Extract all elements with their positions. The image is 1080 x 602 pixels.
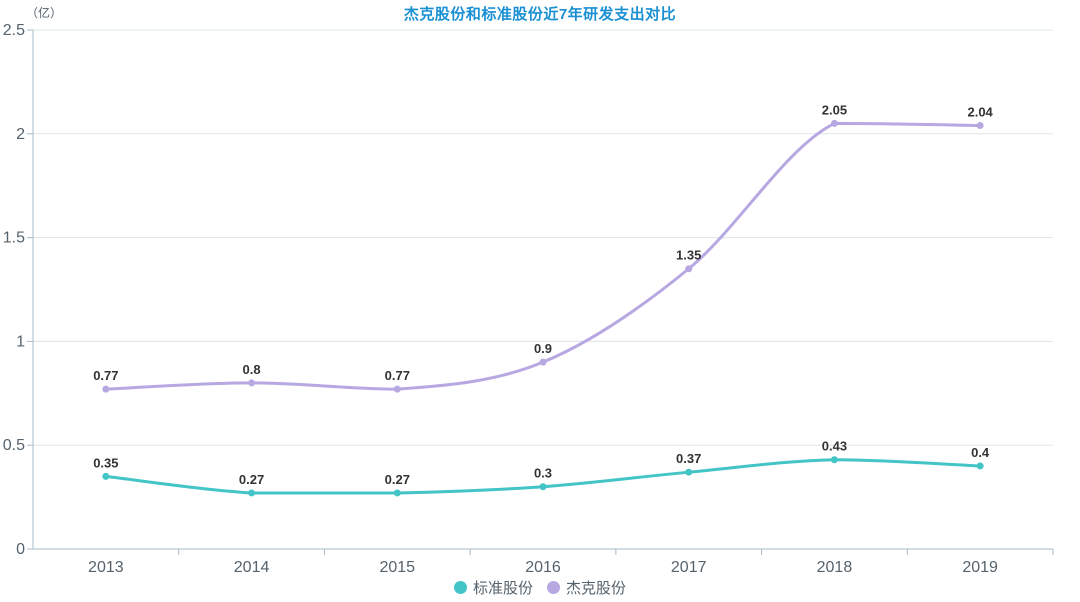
- y-axis-tick-label: 1.5: [3, 230, 25, 247]
- data-point-label: 0.43: [822, 439, 847, 454]
- data-point[interactable]: [539, 483, 547, 491]
- x-axis-tick-label: 2015: [379, 559, 415, 576]
- data-point[interactable]: [685, 468, 693, 476]
- y-axis-tick-label: 0.5: [3, 437, 25, 454]
- x-axis-tick-label: 2018: [817, 559, 853, 576]
- legend-marker-icon: [547, 581, 560, 594]
- data-point-label: 0.77: [93, 368, 118, 383]
- data-point[interactable]: [102, 385, 110, 393]
- data-point[interactable]: [830, 119, 838, 127]
- y-axis-tick-label: 1: [16, 333, 25, 350]
- y-axis-tick-label: 2: [16, 126, 25, 143]
- data-point-label: 2.04: [967, 104, 993, 119]
- data-point[interactable]: [539, 358, 547, 366]
- data-point[interactable]: [393, 385, 401, 393]
- chart-title: 杰克股份和标准股份近7年研发支出对比: [403, 6, 677, 23]
- legend-item-0[interactable]: 标准股份: [453, 577, 533, 598]
- data-point-label: 0.37: [676, 451, 701, 466]
- x-axis-tick-label: 2013: [88, 559, 124, 576]
- legend-item-1[interactable]: 杰克股份: [547, 577, 626, 598]
- data-point-label: 0.35: [93, 455, 118, 470]
- y-axis-tick-label: 2.5: [3, 22, 25, 39]
- data-point[interactable]: [248, 489, 256, 497]
- x-axis-tick-label: 2016: [525, 559, 561, 576]
- data-point-label: 0.3: [534, 466, 552, 481]
- x-axis-tick-label: 2017: [671, 559, 707, 576]
- data-point-label: 0.27: [239, 472, 264, 487]
- data-point-label: 1.35: [676, 248, 701, 263]
- y-axis-unit-label: （亿）: [26, 6, 63, 20]
- data-point-label: 0.4: [971, 445, 990, 460]
- data-point[interactable]: [102, 472, 110, 480]
- data-point[interactable]: [976, 121, 984, 129]
- data-point-label: 0.8: [243, 362, 261, 377]
- data-point[interactable]: [248, 379, 256, 387]
- data-point[interactable]: [830, 456, 838, 464]
- legend-label: 标准股份: [472, 580, 533, 597]
- data-point-label: 2.05: [822, 102, 847, 117]
- data-point-label: 0.9: [534, 341, 552, 356]
- legend-label: 杰克股份: [566, 580, 627, 597]
- data-point[interactable]: [976, 462, 984, 470]
- legend-marker-icon: [453, 581, 467, 594]
- chart-legend: 标准股份 杰克股份: [0, 577, 1080, 598]
- x-axis-tick-label: 2019: [962, 559, 998, 576]
- data-point-label: 0.77: [385, 368, 410, 383]
- y-axis-tick-label: 0: [16, 541, 25, 558]
- data-point-label: 0.27: [385, 472, 410, 487]
- data-point[interactable]: [393, 489, 401, 497]
- data-point[interactable]: [685, 265, 693, 273]
- x-axis-tick-label: 2014: [234, 559, 270, 576]
